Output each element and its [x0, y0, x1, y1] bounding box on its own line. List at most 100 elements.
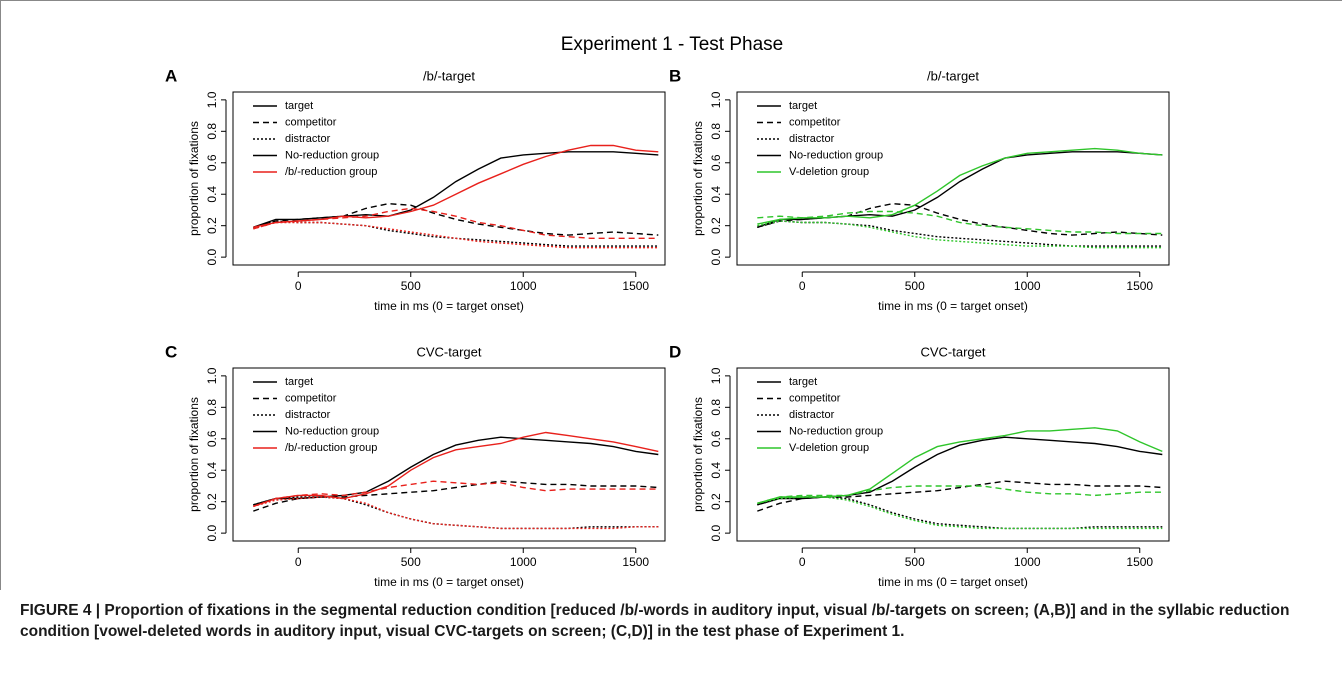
- x-tick-label: 1500: [1126, 279, 1153, 293]
- panel-title: CVC-target: [416, 344, 481, 359]
- y-tick-label: 0.2: [205, 493, 219, 510]
- legend-label: competitor: [789, 392, 841, 404]
- panel-title: CVC-target: [920, 344, 985, 359]
- y-tick-label: 0.4: [205, 462, 219, 479]
- data-line: [253, 207, 659, 240]
- data-line: [253, 221, 659, 249]
- y-tick-label: 0.4: [709, 186, 723, 203]
- panel-title: /b/-target: [423, 68, 475, 83]
- y-tick-label: 0.8: [709, 399, 723, 416]
- figure-caption: FIGURE 4 | Proportion of fixations in th…: [20, 602, 1290, 640]
- x-axis-label: time in ms (0 = target onset): [878, 299, 1028, 313]
- plot-box: [736, 367, 1170, 542]
- legend-label: No-reduction group: [285, 149, 379, 161]
- panel-label: B: [669, 66, 681, 85]
- data-line: [757, 202, 1163, 236]
- legend-label: competitor: [285, 392, 337, 404]
- x-tick-label: 500: [905, 279, 925, 293]
- legend-label: /b/-reduction group: [285, 166, 377, 178]
- data-line: [757, 427, 1163, 504]
- x-tick-label: 500: [401, 279, 421, 293]
- y-axis-label: proportion of fixations: [691, 397, 705, 512]
- data-line: [253, 496, 659, 530]
- figure: Experiment 1 - Test Phase A/b/-target tim…: [0, 0, 1342, 590]
- y-tick-label: 0.2: [709, 493, 723, 510]
- legend-label: target: [789, 376, 817, 388]
- data-line: [253, 431, 659, 508]
- legend-label: distractor: [789, 133, 835, 145]
- data-line: [757, 147, 1163, 225]
- legend-label: No-reduction group: [789, 425, 883, 437]
- data-line: [253, 480, 659, 508]
- x-tick-label: 500: [401, 555, 421, 569]
- x-tick-label: 0: [295, 279, 302, 293]
- y-tick-label: 0.0: [205, 524, 219, 541]
- x-tick-label: 0: [295, 555, 302, 569]
- legend-label: No-reduction group: [789, 149, 883, 161]
- panel-title: /b/-target: [927, 68, 979, 83]
- data-line: [253, 202, 659, 236]
- legend-label: target: [285, 376, 313, 388]
- y-tick-label: 0.4: [709, 462, 723, 479]
- data-line: [757, 480, 1163, 512]
- x-axis-label: time in ms (0 = target onset): [374, 575, 524, 589]
- x-tick-label: 1000: [1014, 279, 1041, 293]
- legend-label: V-deletion group: [789, 442, 869, 454]
- data-line: [757, 496, 1163, 530]
- legend-label: V-deletion group: [789, 166, 869, 178]
- panel-label: C: [165, 342, 177, 361]
- legend-label: target: [285, 100, 313, 112]
- y-axis-label: proportion of fixations: [187, 397, 201, 512]
- legend-label: target: [789, 100, 817, 112]
- y-tick-label: 0.0: [709, 248, 723, 265]
- legend-label: distractor: [285, 133, 331, 145]
- legend-label: No-reduction group: [285, 425, 379, 437]
- data-line: [757, 485, 1163, 504]
- y-tick-label: 1.0: [709, 91, 723, 108]
- x-tick-label: 1500: [622, 555, 649, 569]
- y-tick-label: 1.0: [709, 367, 723, 384]
- x-tick-label: 1500: [1126, 555, 1153, 569]
- data-line: [253, 144, 659, 228]
- legend-label: distractor: [789, 409, 835, 421]
- y-axis-label: proportion of fixations: [691, 121, 705, 236]
- x-axis-label: time in ms (0 = target onset): [374, 299, 524, 313]
- y-axis-label: proportion of fixations: [187, 121, 201, 236]
- x-tick-label: 0: [799, 555, 806, 569]
- y-tick-label: 0.2: [205, 217, 219, 234]
- data-line: [757, 496, 1163, 530]
- figure-border: [0, 0, 1342, 590]
- x-tick-label: 0: [799, 279, 806, 293]
- y-tick-label: 0.0: [205, 248, 219, 265]
- y-tick-label: 1.0: [205, 367, 219, 384]
- legend-label: /b/-reduction group: [285, 442, 377, 454]
- data-line: [253, 480, 659, 512]
- x-axis-label: time in ms (0 = target onset): [878, 575, 1028, 589]
- plot-box: [232, 91, 666, 266]
- y-tick-label: 1.0: [205, 91, 219, 108]
- y-tick-label: 0.6: [205, 154, 219, 171]
- data-line: [253, 151, 659, 228]
- data-line: [757, 210, 1163, 235]
- y-tick-label: 0.2: [709, 217, 723, 234]
- x-tick-label: 1000: [510, 279, 537, 293]
- x-tick-label: 1000: [1014, 555, 1041, 569]
- y-tick-label: 0.8: [709, 123, 723, 140]
- x-tick-label: 1000: [510, 555, 537, 569]
- legend-label: competitor: [285, 116, 337, 128]
- y-tick-label: 0.6: [709, 154, 723, 171]
- figure-title: Experiment 1 - Test Phase: [561, 34, 783, 55]
- panel-label: D: [669, 342, 681, 361]
- y-tick-label: 0.0: [709, 524, 723, 541]
- y-tick-label: 0.8: [205, 399, 219, 416]
- plot-box: [736, 91, 1170, 266]
- panel-label: A: [165, 66, 177, 85]
- plot-box: [232, 367, 666, 542]
- y-tick-label: 0.4: [205, 186, 219, 203]
- y-tick-label: 0.6: [205, 430, 219, 447]
- legend-label: competitor: [789, 116, 841, 128]
- y-tick-label: 0.8: [205, 123, 219, 140]
- y-tick-label: 0.6: [709, 430, 723, 447]
- data-line: [757, 220, 1163, 249]
